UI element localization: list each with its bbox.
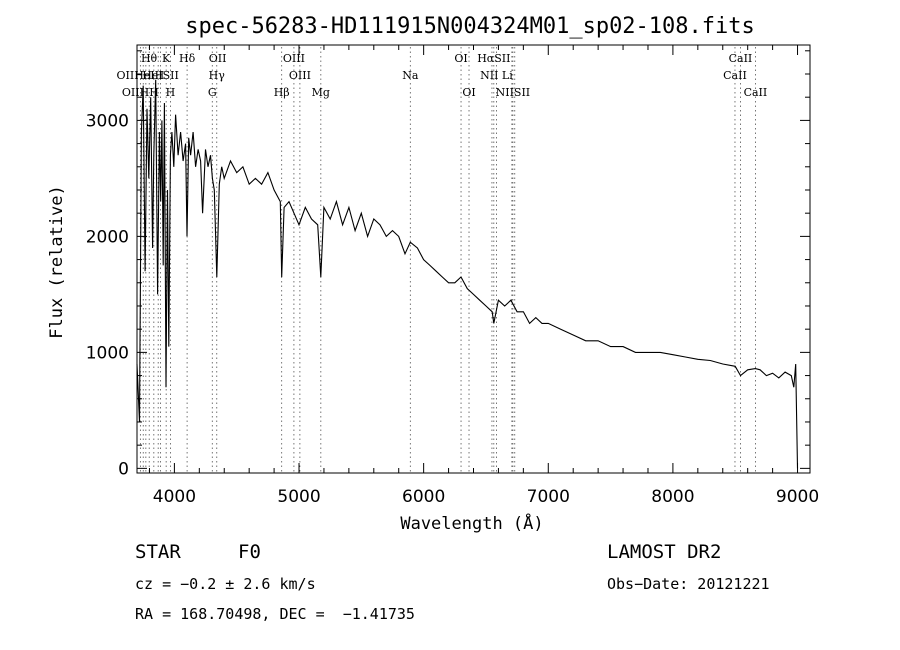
line-label: OIIHH	[122, 86, 159, 99]
x-tick-label: 9000	[776, 487, 819, 507]
y-tick-label: 3000	[86, 111, 129, 131]
x-tick-label: 4000	[153, 487, 196, 507]
spectral-subclass: F0	[238, 541, 261, 563]
y-tick-label: 2000	[86, 227, 129, 247]
survey-name: LAMOST DR2	[607, 541, 722, 563]
line-label: Hβ	[274, 86, 290, 99]
line-label: CaII	[723, 69, 747, 82]
line-label: OII	[209, 52, 227, 65]
redshift-value: cz = −0.2 ± 2.6 km/s	[135, 575, 316, 593]
x-axis-label: Wavelength (Å)	[400, 512, 543, 534]
object-class: STAR	[135, 541, 181, 563]
plot-frame	[136, 44, 811, 474]
y-tick-label: 0	[118, 459, 129, 479]
line-label: Hγ	[209, 69, 226, 82]
line-label: CaII	[744, 86, 768, 99]
line-label: NIISII	[496, 86, 531, 99]
y-axis-label: Flux (relative)	[47, 185, 67, 339]
line-label: Na	[402, 69, 419, 82]
x-tick-label: 6000	[402, 487, 445, 507]
line-label: Hθ	[141, 52, 158, 65]
line-label: OIII	[289, 69, 311, 82]
line-label: HαSII	[477, 52, 510, 65]
y-tick-label: 1000	[86, 343, 129, 363]
line-label: CaII	[729, 52, 753, 65]
line-label: OI	[454, 52, 467, 65]
line-label: OIIHeIH	[116, 69, 164, 82]
x-tick-label: 8000	[651, 487, 694, 507]
line-label: OI	[462, 86, 475, 99]
observation-date: Obs−Date: 20121221	[607, 575, 770, 593]
line-label: NII Li	[480, 69, 513, 82]
line-label: Mg	[312, 86, 330, 99]
line-label: Hδ	[179, 52, 196, 65]
line-label: HeISII	[142, 69, 179, 82]
x-tick-label: 7000	[527, 487, 570, 507]
line-label: OIII	[283, 52, 305, 65]
x-axis-ticks: 4000 5000 6000 7000 8000 9000	[148, 45, 819, 507]
line-label: K	[162, 52, 171, 65]
line-label: H	[166, 86, 176, 99]
y-axis-ticks: 0 1000 2000 3000	[86, 50, 810, 479]
line-label: G	[208, 86, 217, 99]
line-marker-group	[139, 47, 756, 473]
coordinates: RA = 168.70498, DEC = −1.41735	[135, 605, 415, 623]
spectrum-line	[136, 79, 799, 469]
chart-title: spec-56283-HD111915N004324M01_sp02-108.f…	[185, 14, 755, 39]
x-tick-label: 5000	[277, 487, 320, 507]
